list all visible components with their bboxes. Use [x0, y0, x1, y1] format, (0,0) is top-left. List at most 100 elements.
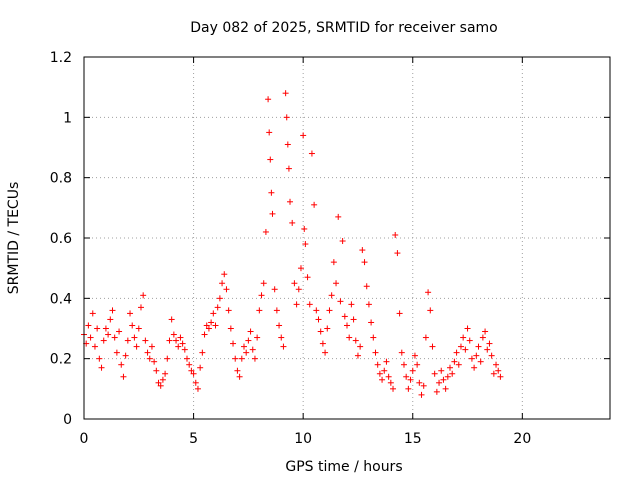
data-point [188, 367, 195, 374]
x-tick-labels: 0 5 10 15 20 [80, 431, 532, 447]
y-tick-label: 1.2 [50, 50, 72, 66]
data-point [431, 370, 438, 377]
data-point [368, 319, 375, 326]
data-point [398, 349, 405, 356]
data-point [284, 141, 291, 148]
data-point [234, 367, 241, 374]
data-point [111, 334, 118, 341]
data-point [210, 310, 217, 317]
data-point [258, 292, 265, 299]
data-point [245, 337, 252, 344]
data-point [265, 96, 272, 103]
data-point [127, 310, 134, 317]
data-point [394, 250, 401, 257]
data-point [381, 367, 388, 374]
data-point [236, 373, 243, 380]
data-point [256, 307, 263, 314]
y-axis-label: SRMTID / TECUs [6, 182, 22, 295]
data-point [466, 337, 473, 344]
data-point [268, 189, 275, 196]
data-point [447, 364, 454, 371]
data-point [442, 385, 449, 392]
data-point [311, 201, 318, 208]
data-point [359, 247, 366, 254]
data-point [283, 114, 290, 121]
data-point [451, 358, 458, 365]
data-point [289, 219, 296, 226]
data-point [184, 355, 191, 362]
data-point [300, 132, 307, 139]
data-point [449, 370, 456, 377]
data-point [135, 325, 142, 332]
data-point [262, 228, 269, 235]
data-point [159, 376, 166, 383]
data-point [407, 376, 414, 383]
data-point [205, 325, 212, 332]
data-point [444, 373, 451, 380]
data-point [212, 322, 219, 329]
data-point [194, 385, 201, 392]
data-point [414, 361, 421, 368]
data-point [475, 343, 482, 350]
data-point [190, 370, 197, 377]
data-point [440, 376, 447, 383]
x-tick-label: 20 [513, 431, 531, 447]
data-point [365, 301, 372, 308]
data-point [418, 391, 425, 398]
data-point [225, 307, 232, 314]
data-point [374, 361, 381, 368]
data-point [273, 307, 280, 314]
data-point [129, 322, 136, 329]
data-point [322, 349, 329, 356]
data-point [142, 337, 149, 344]
axis-ticks [83, 56, 610, 420]
data-point [403, 373, 410, 380]
data-point [122, 352, 129, 359]
data-point [490, 370, 497, 377]
chart-title: Day 082 of 2025, SRMTID for receiver sam… [190, 20, 498, 36]
data-point [324, 325, 331, 332]
data-point [326, 307, 333, 314]
data-point [238, 355, 245, 362]
data-point [479, 334, 486, 341]
data-point [328, 292, 335, 299]
data-point [352, 337, 359, 344]
data-point [201, 331, 208, 338]
data-point [179, 340, 186, 347]
data-point [493, 361, 500, 368]
data-point [473, 352, 480, 359]
data-point [385, 373, 392, 380]
data-point [341, 313, 348, 320]
data-point [96, 355, 103, 362]
data-point [348, 301, 355, 308]
data-point [102, 325, 109, 332]
data-point [436, 379, 443, 386]
data-point [91, 343, 98, 350]
data-point [285, 165, 292, 172]
data-point [457, 343, 464, 350]
data-point [116, 328, 123, 335]
data-point [230, 340, 237, 347]
grid [84, 57, 610, 419]
data-point [392, 231, 399, 238]
data-point [337, 298, 344, 305]
data-point [170, 331, 177, 338]
data-point [433, 388, 440, 395]
data-point [460, 334, 467, 341]
data-point [131, 334, 138, 341]
data-point [416, 379, 423, 386]
data-point [151, 358, 158, 365]
data-point [208, 319, 215, 326]
data-point [304, 274, 311, 281]
data-point [181, 346, 188, 353]
data-point [295, 286, 302, 293]
data-point [495, 367, 502, 374]
data-point [482, 328, 489, 335]
data-point [455, 361, 462, 368]
data-point [107, 316, 114, 323]
data-point [144, 349, 151, 356]
y-tick-label: 0 [63, 412, 72, 428]
data-point [339, 238, 346, 245]
data-point [153, 367, 160, 374]
data-point [173, 337, 180, 344]
